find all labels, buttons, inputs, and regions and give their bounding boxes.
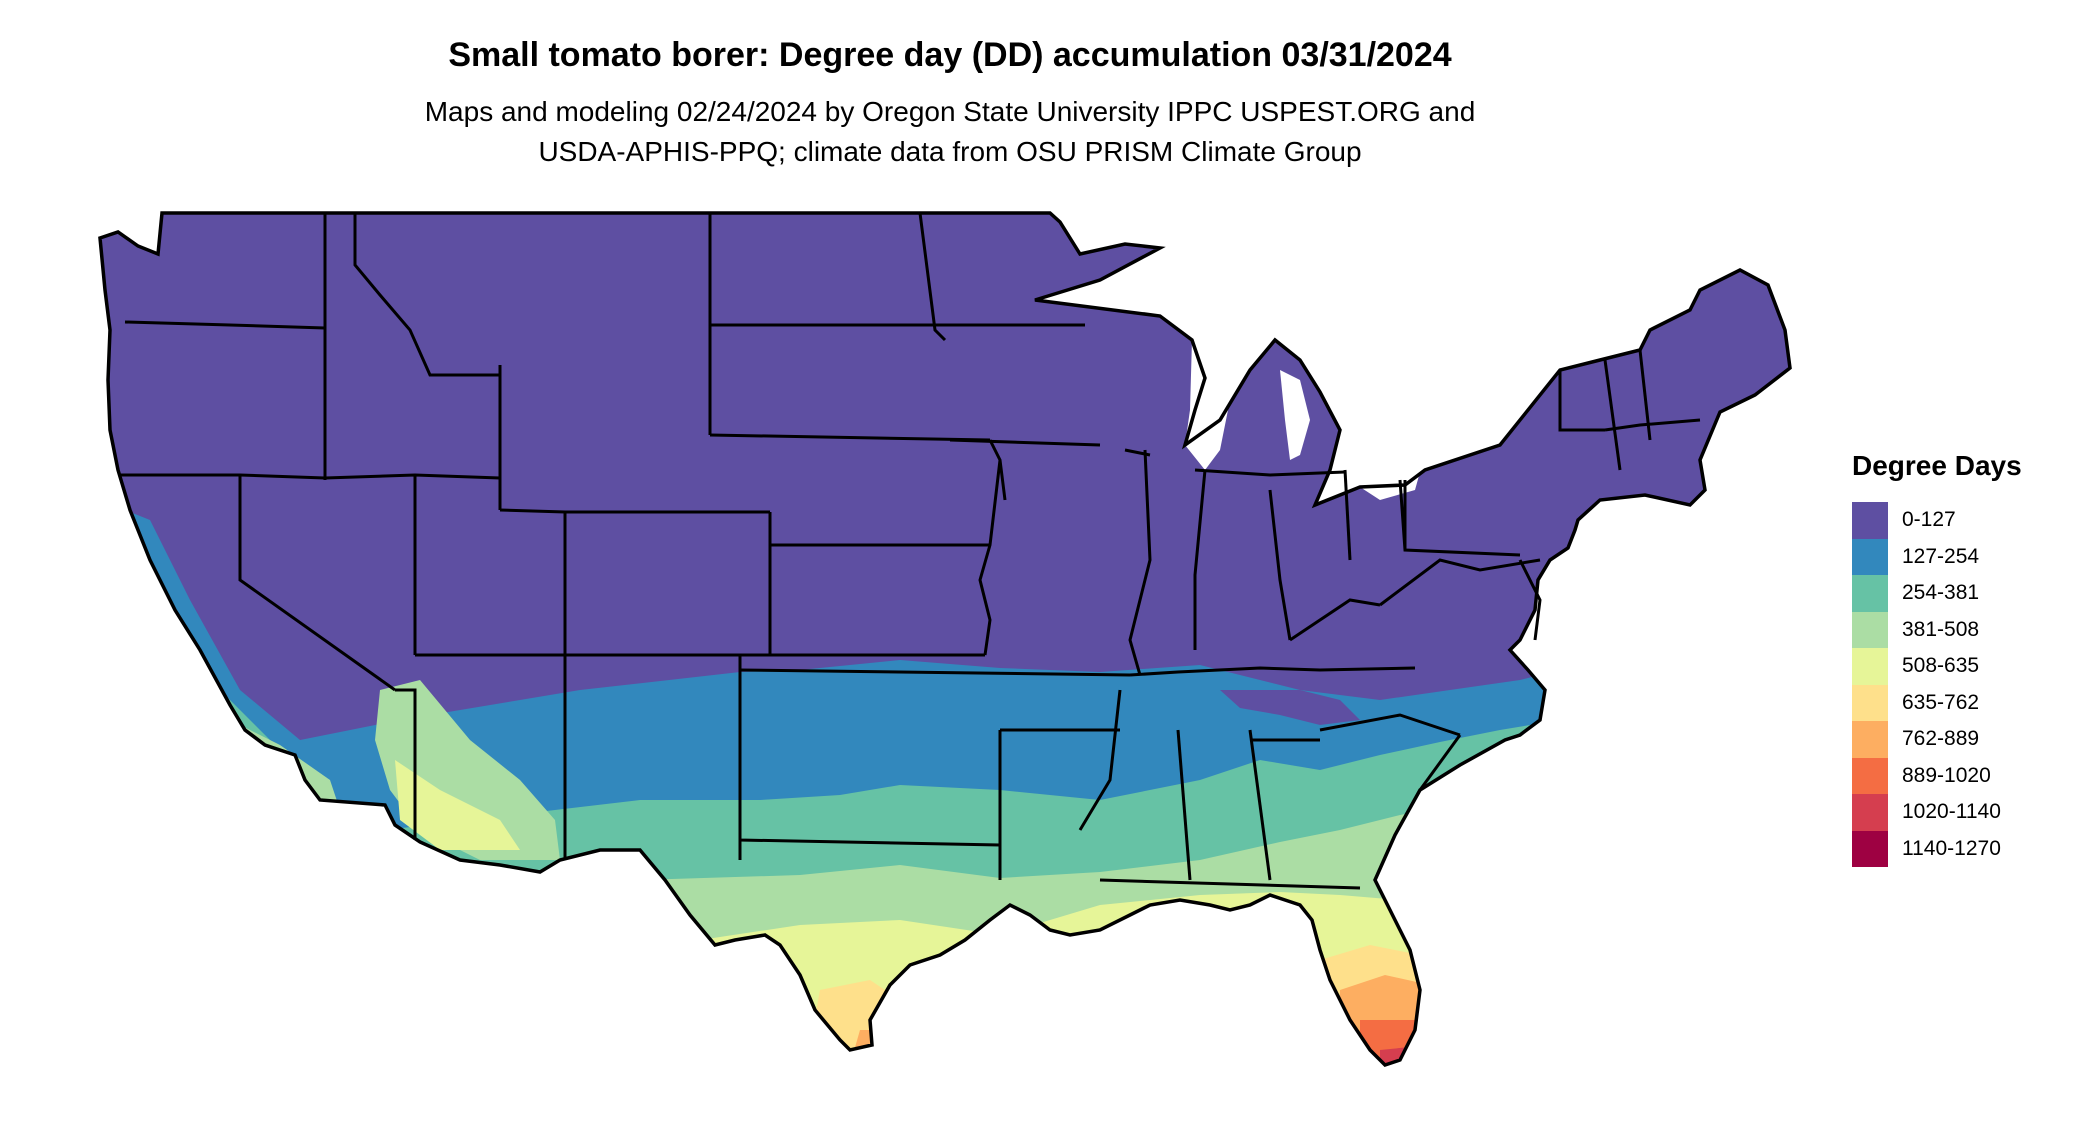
legend-label: 1020-1140	[1902, 800, 2001, 824]
subtitle-line-1: Maps and modeling 02/24/2024 by Oregon S…	[424, 96, 1476, 127]
legend-title: Degree Days	[1852, 450, 2022, 481]
legend-label: 635-762	[1902, 690, 1980, 714]
legend-item: 254-381	[1852, 575, 2082, 612]
legend-label: 762-889	[1902, 727, 1980, 751]
legend-swatch	[1852, 575, 1888, 612]
legend-label: 1140-1270	[1902, 836, 2001, 860]
legend-item: 635-762	[1852, 684, 2082, 721]
map-subtitle: Maps and modeling 02/24/2024 by Oregon S…	[0, 92, 1900, 172]
legend-item: 1140-1270	[1852, 830, 2082, 867]
legend-label: 254-381	[1902, 581, 1980, 605]
legend-item: 889-1020	[1852, 757, 2082, 794]
legend-swatch	[1852, 502, 1888, 539]
legend-label: 127-254	[1902, 544, 1980, 568]
legend-swatch	[1852, 611, 1888, 648]
legend-swatch	[1852, 721, 1888, 758]
legend-item: 1020-1140	[1852, 794, 2082, 831]
legend-label: 508-635	[1902, 654, 1980, 678]
legend: Degree Days 0-127 127-254 254-381 381-508 50…	[1852, 450, 2082, 867]
legend-swatch	[1852, 684, 1888, 721]
legend-label: 0-127	[1902, 508, 1956, 532]
state-borders	[98, 211, 1792, 1067]
legend-swatch	[1852, 648, 1888, 685]
subtitle-line-2: USDA-APHIS-PPQ; climate data from OSU PR…	[538, 136, 1362, 167]
legend-item: 381-508	[1852, 611, 2082, 648]
legend-item: 762-889	[1852, 721, 2082, 758]
legend-item: 127-254	[1852, 538, 2082, 575]
legend-swatch	[1852, 830, 1888, 867]
legend-items: 0-127 127-254 254-381 381-508 508-635 635-762…	[1852, 502, 2082, 867]
legend-item: 0-127	[1852, 502, 2082, 539]
legend-item: 508-635	[1852, 648, 2082, 685]
legend-swatch	[1852, 757, 1888, 794]
legend-swatch	[1852, 538, 1888, 575]
legend-label: 381-508	[1902, 617, 1980, 641]
map-title: Small tomato borer: Degree day (DD) accu…	[448, 36, 1452, 74]
legend-label: 889-1020	[1902, 763, 1991, 787]
legend-swatch	[1852, 794, 1888, 831]
